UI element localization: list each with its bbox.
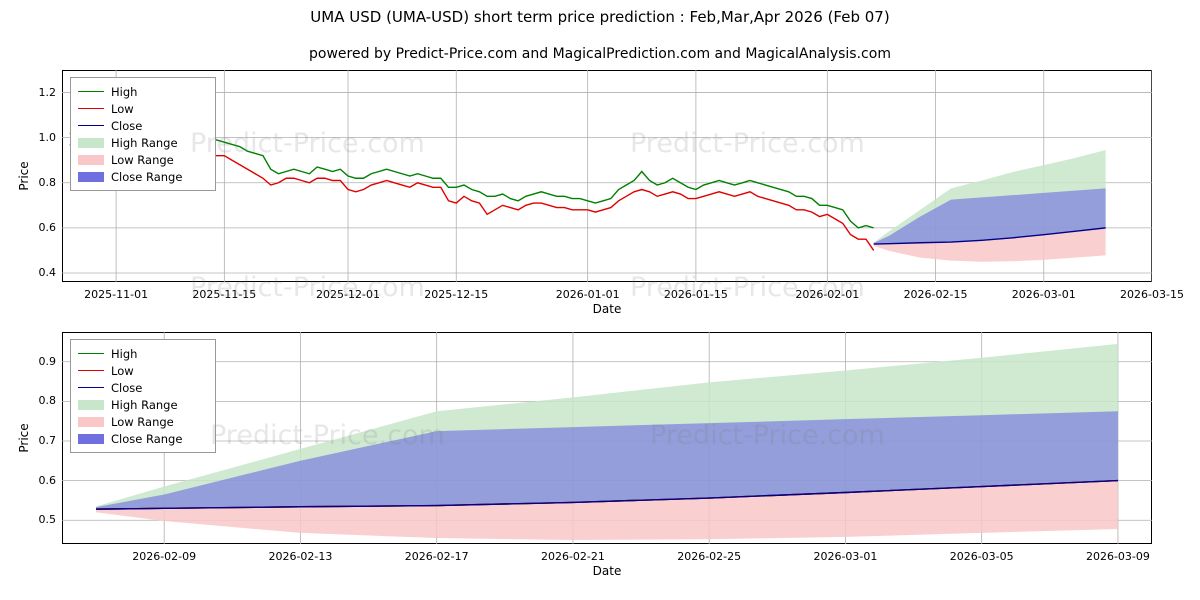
legend-item: Close Range: [78, 168, 208, 185]
x-tick-label: 2026-02-09: [132, 550, 197, 563]
y-tick-label: 1.2: [38, 85, 57, 99]
x-tick-label: 2026-03-15: [1120, 288, 1184, 301]
y-tick-label: 0.4: [38, 265, 57, 279]
legend-item: Low: [78, 362, 208, 379]
bottom-x-axis-label: Date: [592, 564, 622, 578]
top-chart-panel: Price Date 0.4 0.6 0.8 1.0 1.2 2025-11-01 2025…: [0, 64, 1200, 316]
x-tick-label: 2026-03-09: [1085, 550, 1150, 563]
legend-item: High Range: [78, 396, 208, 413]
bottom-chart-panel: Price Date 0.5 0.6 0.7 0.8 0.9 2026-02-09 2026…: [0, 326, 1200, 600]
legend-label: Low: [111, 101, 134, 116]
bottom-legend: High Low Close High Range Low Range Close Ran…: [70, 339, 216, 453]
legend-item: Close: [78, 117, 208, 134]
y-tick-label: 0.6: [38, 220, 57, 234]
legend-label: Low Range: [111, 414, 174, 429]
legend-line-swatch: [78, 108, 104, 109]
legend-item: Close: [78, 379, 208, 396]
x-tick-label: 2026-01-15: [663, 288, 728, 301]
x-tick-label: 2025-11-15: [192, 288, 257, 301]
x-tick-label: 2026-02-13: [268, 550, 333, 563]
legend-band-swatch: [78, 399, 104, 410]
y-tick-label: 0.6: [38, 473, 57, 487]
legend-item: Low: [78, 100, 208, 117]
legend-line-swatch: [78, 91, 104, 92]
legend-item: High: [78, 83, 208, 100]
legend-label: High: [111, 84, 138, 99]
legend-label: Low: [111, 363, 134, 378]
y-tick-label: 0.8: [38, 394, 57, 408]
y-tick-label: 0.5: [38, 513, 57, 527]
legend-line-swatch: [78, 125, 104, 126]
legend-label: Low Range: [111, 152, 174, 167]
legend-label: High Range: [111, 397, 178, 412]
x-tick-label: 2026-02-21: [540, 550, 605, 563]
y-tick-label: 0.7: [38, 433, 57, 447]
x-tick-label: 2025-11-01: [84, 288, 149, 301]
x-tick-label: 2026-03-01: [1011, 288, 1076, 301]
x-tick-label: 2025-12-15: [424, 288, 489, 301]
legend-label: Close: [111, 380, 143, 395]
top-x-axis-label: Date: [592, 302, 622, 316]
x-tick-label: 2026-03-05: [949, 550, 1014, 563]
legend-line-swatch: [78, 353, 104, 354]
legend-item: Close Range: [78, 430, 208, 447]
legend-label: Close Range: [111, 169, 183, 184]
legend-band-swatch: [78, 171, 104, 182]
legend-item: High: [78, 345, 208, 362]
legend-label: Close: [111, 118, 143, 133]
x-tick-label: 2025-12-01: [316, 288, 380, 301]
legend-item: Low Range: [78, 413, 208, 430]
x-tick-label: 2026-02-15: [903, 288, 968, 301]
y-tick-label: 0.8: [38, 175, 57, 189]
x-tick-label: 2026-02-17: [404, 550, 469, 563]
legend-line-swatch: [78, 370, 104, 371]
legend-band-swatch: [78, 433, 104, 444]
legend-band-swatch: [78, 416, 104, 427]
legend-line-swatch: [78, 387, 104, 388]
legend-band-swatch: [78, 137, 104, 148]
x-tick-label: 2026-03-01: [813, 550, 878, 563]
x-tick-label: 2026-02-25: [677, 550, 742, 563]
y-tick-label: 0.9: [38, 354, 57, 368]
legend-label: High Range: [111, 135, 178, 150]
legend-item: Low Range: [78, 151, 208, 168]
legend-band-swatch: [78, 154, 104, 165]
x-tick-label: 2026-01-01: [555, 288, 620, 301]
page-title: UMA USD (UMA-USD) short term price predi…: [310, 8, 890, 26]
legend-label: Close Range: [111, 431, 183, 446]
legend-item: High Range: [78, 134, 208, 151]
top-legend: High Low Close High Range Low Range Close Ran…: [70, 77, 216, 191]
x-tick-label: 2026-02-01: [795, 288, 860, 301]
page-subtitle: powered by Predict-Price.com and Magical…: [309, 46, 891, 62]
y-tick-label: 1.0: [38, 130, 57, 144]
legend-label: High: [111, 346, 138, 361]
